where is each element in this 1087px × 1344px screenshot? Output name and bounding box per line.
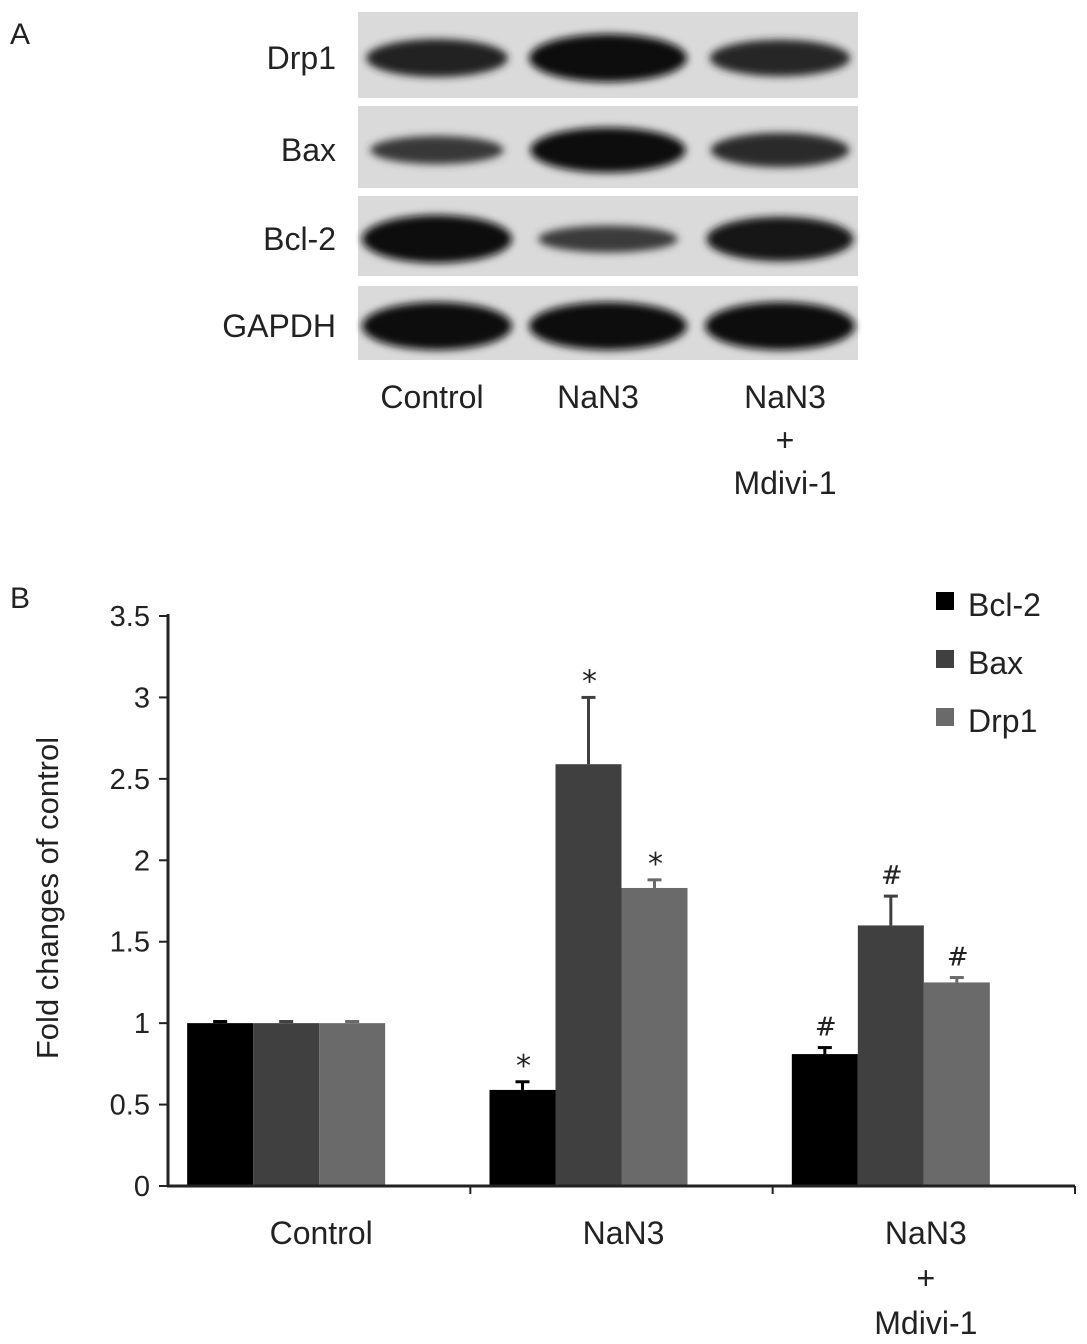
significance-mark-bcl-2-3: # xyxy=(815,1013,837,1043)
significance-marks: * # * # * # xyxy=(516,664,969,1083)
legend-swatch-drp1 xyxy=(936,708,954,726)
blot-band-drp1-lane-3 xyxy=(709,39,851,77)
category-label-3-line-1: NaN3 xyxy=(885,1215,967,1251)
y-tick-label: 2 xyxy=(134,845,150,877)
blot-band-bcl-2-lane-2 xyxy=(538,225,678,253)
bar-bcl-2-nan3-mdivi-1 xyxy=(791,1054,858,1186)
y-tick-label: 0 xyxy=(134,1171,150,1203)
blot-row-gapdh: GAPDH xyxy=(222,286,858,360)
blot-band-gapdh-lane-1 xyxy=(362,302,512,350)
blot-row-bax: Bax xyxy=(281,106,858,188)
y-axis-ticks: 0 0.5 1 1.5 2 2.5 3 3.5 xyxy=(110,601,168,1203)
panel-a-letter: A xyxy=(10,18,30,51)
bar-bcl-2-nan3 xyxy=(489,1089,556,1186)
blot-label-gapdh: GAPDH xyxy=(222,308,336,344)
y-tick-label: 3.5 xyxy=(110,601,150,633)
legend-swatch-bcl-2 xyxy=(936,592,954,610)
blot-label-bax: Bax xyxy=(281,132,336,168)
western-blot: Drp1 Bax Bcl-2 GAPDH xyxy=(222,12,858,360)
blot-lane-label-1-line-1: Control xyxy=(380,379,483,415)
blot-row-drp1: Drp1 xyxy=(267,12,858,98)
bar-bcl-2-control xyxy=(187,1023,254,1186)
bar-drp1-nan3 xyxy=(621,887,688,1186)
y-tick-label: 3 xyxy=(134,682,150,714)
blot-label-drp1: Drp1 xyxy=(267,40,336,76)
y-tick-label: 0.5 xyxy=(110,1090,150,1122)
y-tick-label: 2.5 xyxy=(110,764,150,796)
y-axis-title: Fold changes of control xyxy=(30,737,65,1059)
blot-band-bax-lane-1 xyxy=(370,135,504,165)
error-bars xyxy=(213,695,964,1090)
legend-item-bax: Bax xyxy=(936,645,1023,681)
blot-band-gapdh-lane-3 xyxy=(705,302,855,350)
blot-band-gapdh-lane-2 xyxy=(529,302,687,350)
panel-b-letter: B xyxy=(10,582,30,615)
blot-label-bcl-2: Bcl-2 xyxy=(263,221,336,257)
significance-mark-bcl-2-2: * xyxy=(516,1049,531,1084)
legend-item-drp1: Drp1 xyxy=(936,703,1037,739)
blot-band-drp1-lane-1 xyxy=(366,39,508,77)
legend-label-drp1: Drp1 xyxy=(968,703,1037,739)
bars xyxy=(187,764,990,1186)
significance-mark-drp1-2: * xyxy=(648,847,663,882)
bar-bax-control xyxy=(253,1023,320,1186)
y-tick-label: 1 xyxy=(134,1008,150,1040)
category-label-3-line-3: Mdivi-1 xyxy=(874,1305,977,1341)
legend-swatch-bax xyxy=(936,650,954,668)
legend-label-bcl-2: Bcl-2 xyxy=(968,587,1041,623)
x-axis-ticks xyxy=(469,1186,1076,1194)
legend: Bcl-2 Bax Drp1 xyxy=(936,587,1041,739)
blot-band-bcl-2-lane-3 xyxy=(706,216,854,262)
x-axis-category-labels: Control NaN3 NaN3 + Mdivi-1 xyxy=(270,1215,978,1341)
category-label-3-line-2: + xyxy=(916,1260,935,1296)
blot-lane-labels: Control NaN3 NaN3 + Mdivi-1 xyxy=(380,379,836,501)
significance-mark-drp1-3: # xyxy=(947,943,969,973)
bar-drp1-nan3-mdivi-1 xyxy=(923,982,990,1186)
bar-bax-nan3 xyxy=(555,764,622,1186)
significance-mark-bax-3: # xyxy=(881,861,903,891)
blot-lane-label-3-line-3: Mdivi-1 xyxy=(733,465,836,501)
bar-chart: 0 0.5 1 1.5 2 2.5 3 3.5 * # * # * # Control NaN3 NaN3 +… xyxy=(30,587,1076,1341)
category-label-2-line-1: NaN3 xyxy=(583,1215,665,1251)
blot-band-drp1-lane-2 xyxy=(529,34,687,82)
legend-item-bcl-2: Bcl-2 xyxy=(936,587,1041,623)
blot-row-bcl-2: Bcl-2 xyxy=(263,196,858,276)
significance-mark-bax-2: * xyxy=(582,664,597,699)
category-label-1-line-1: Control xyxy=(270,1215,373,1251)
y-tick-label: 1.5 xyxy=(110,927,150,959)
blot-band-bax-lane-2 xyxy=(530,127,686,173)
legend-label-bax: Bax xyxy=(968,645,1023,681)
blot-lane-label-3-line-1: NaN3 xyxy=(744,379,826,415)
bar-bax-nan3-mdivi-1 xyxy=(857,925,924,1186)
blot-band-bax-lane-3 xyxy=(710,132,850,168)
blot-band-bcl-2-lane-1 xyxy=(362,215,512,263)
blot-lane-label-3-line-2: + xyxy=(776,422,795,458)
bar-drp1-control xyxy=(319,1023,386,1186)
blot-lane-label-2-line-1: NaN3 xyxy=(557,379,639,415)
